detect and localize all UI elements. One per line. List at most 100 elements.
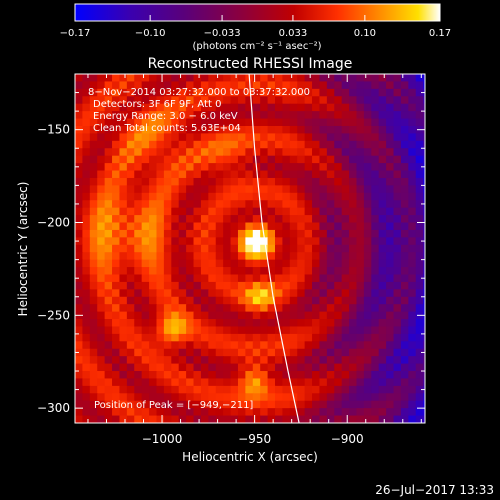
heatmap-cell (149, 274, 158, 283)
heatmap-cell (178, 163, 187, 172)
heatmap-cell (104, 229, 113, 238)
heatmap-cell (178, 170, 187, 179)
heatmap-cell (260, 192, 269, 201)
heatmap-cell (363, 319, 372, 328)
heatmap-cell (297, 155, 306, 164)
heatmap-cell (163, 319, 172, 328)
heatmap-cell (97, 111, 106, 120)
heatmap-cell (334, 356, 343, 365)
heatmap-cell (104, 133, 113, 142)
heatmap-cell (75, 341, 84, 350)
heatmap-cell (193, 385, 202, 394)
heatmap-cell (245, 363, 254, 372)
heatmap-cell (423, 289, 425, 298)
heatmap-cell (282, 371, 291, 380)
heatmap-cell (408, 192, 417, 201)
heatmap-cell (82, 207, 91, 216)
heatmap-cell (163, 415, 172, 423)
heatmap-cell (267, 177, 276, 186)
heatmap-cell (275, 385, 284, 394)
x-tick-label: −1000 (142, 432, 183, 446)
heatmap-cell (178, 371, 187, 380)
heatmap-cell (200, 74, 209, 83)
heatmap-cell (356, 311, 365, 320)
heatmap-cell (378, 304, 387, 313)
heatmap-cell (178, 88, 187, 97)
heatmap-cell (97, 133, 106, 142)
heatmap-cell (371, 289, 380, 298)
heatmap-cell (119, 207, 128, 216)
heatmap-cell (312, 296, 321, 305)
heatmap-cell (393, 96, 402, 105)
heatmap-cell (245, 385, 254, 394)
heatmap-cell (408, 333, 417, 342)
heatmap-cell (341, 81, 350, 90)
heatmap-cell (349, 289, 358, 298)
heatmap-cell (89, 267, 98, 276)
heatmap-cell (363, 356, 372, 365)
heatmap-cell (89, 200, 98, 209)
heatmap-cell (119, 252, 128, 261)
heatmap-cell (386, 237, 395, 246)
heatmap-cell (112, 88, 121, 97)
heatmap-cell (82, 326, 91, 335)
heatmap-cell (267, 200, 276, 209)
heatmap-cell (104, 408, 113, 417)
heatmap-cell (126, 111, 135, 120)
heatmap-cell (97, 177, 106, 186)
heatmap-cell (126, 229, 135, 238)
heatmap-cell (126, 215, 135, 224)
heatmap-cell (312, 192, 321, 201)
heatmap-cell (237, 393, 246, 402)
heatmap-cell (223, 341, 232, 350)
heatmap-cell (260, 259, 269, 268)
heatmap-cell (386, 177, 395, 186)
heatmap-cell (289, 207, 298, 216)
heatmap-cell (289, 118, 298, 127)
heatmap-cell (215, 341, 224, 350)
heatmap-cell (186, 363, 195, 372)
heatmap-cell (119, 177, 128, 186)
heatmap-cell (186, 111, 195, 120)
heatmap-cell (400, 400, 409, 409)
heatmap-cell (289, 319, 298, 328)
heatmap-cell (186, 125, 195, 135)
heatmap-cell (267, 222, 276, 231)
heatmap-cell (75, 348, 84, 357)
heatmap-cell (349, 88, 358, 97)
heatmap-cell (260, 200, 269, 209)
heatmap-cell (97, 88, 106, 97)
heatmap-cell (82, 133, 91, 142)
heatmap-cell (393, 118, 402, 127)
heatmap-cell (141, 185, 150, 194)
heatmap-cell (171, 385, 180, 394)
heatmap-cell (275, 319, 284, 328)
heatmap-cell (349, 311, 358, 320)
heatmap-cell (149, 96, 158, 105)
heatmap-cell (104, 393, 113, 402)
heatmap-cell (356, 133, 365, 142)
heatmap-cell (289, 296, 298, 305)
heatmap-cell (104, 319, 113, 328)
heatmap-cell (349, 222, 358, 231)
heatmap-cell (260, 348, 269, 357)
heatmap-cell (423, 81, 425, 90)
heatmap-cell (400, 333, 409, 342)
heatmap-cell (156, 319, 165, 328)
heatmap-cell (208, 118, 217, 127)
heatmap-cell (163, 363, 172, 372)
heatmap-cell (223, 371, 232, 380)
heatmap-cell (149, 311, 158, 320)
heatmap-cell (237, 140, 246, 149)
heatmap-cell (319, 118, 328, 127)
heatmap-cell (237, 356, 246, 365)
heatmap-cell (126, 96, 135, 105)
heatmap-cell (423, 155, 425, 164)
heatmap-cell (282, 237, 291, 246)
heatmap-cell (408, 96, 417, 105)
heatmap-cell (149, 333, 158, 342)
heatmap-cell (75, 133, 84, 142)
heatmap-cell (112, 125, 121, 135)
heatmap-cell (334, 341, 343, 350)
heatmap-cell (200, 111, 209, 120)
